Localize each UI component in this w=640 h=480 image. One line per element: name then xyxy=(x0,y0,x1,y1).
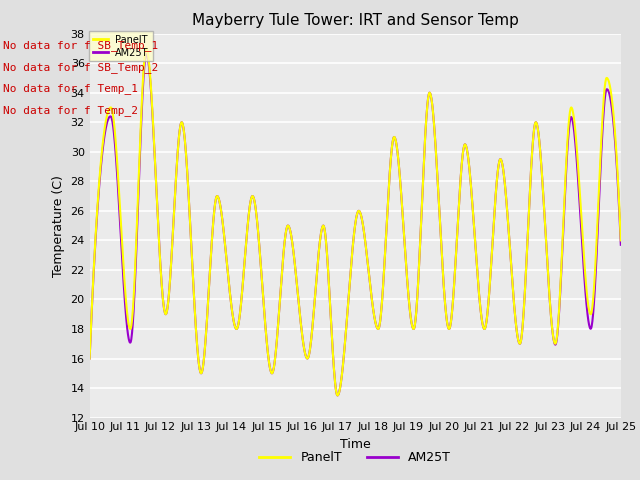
Line: PanelT: PanelT xyxy=(90,48,621,396)
PanelT xyxy=(617,238,625,243)
Text: No data for f SB_Temp_2: No data for f SB_Temp_2 xyxy=(3,61,159,72)
PanelT xyxy=(508,268,515,274)
PanelT xyxy=(555,317,563,323)
Title: Mayberry Tule Tower: IRT and Sensor Temp: Mayberry Tule Tower: IRT and Sensor Temp xyxy=(192,13,518,28)
PanelT xyxy=(264,347,271,353)
X-axis label: Time: Time xyxy=(340,438,371,451)
AM25T xyxy=(191,314,199,320)
AM25T xyxy=(334,393,342,398)
AM25T xyxy=(508,268,515,274)
AM25T xyxy=(204,299,212,304)
AM25T xyxy=(143,51,150,57)
PanelT xyxy=(334,393,342,398)
Text: No data for f Temp_2: No data for f Temp_2 xyxy=(3,105,138,116)
PanelT xyxy=(204,299,212,304)
AM25T xyxy=(264,347,271,353)
AM25T xyxy=(438,258,446,264)
AM25T xyxy=(617,242,625,248)
PanelT xyxy=(143,46,150,51)
PanelT xyxy=(438,258,446,264)
PanelT xyxy=(86,356,93,361)
AM25T xyxy=(86,356,93,361)
PanelT xyxy=(191,314,199,320)
Text: No data for f SB_Temp_1: No data for f SB_Temp_1 xyxy=(3,40,159,51)
Text: No data for f Temp_1: No data for f Temp_1 xyxy=(3,83,138,94)
Line: AM25T: AM25T xyxy=(90,54,621,396)
AM25T xyxy=(555,319,563,325)
Y-axis label: Temperature (C): Temperature (C) xyxy=(52,175,65,276)
Legend: PanelT, AM25T: PanelT, AM25T xyxy=(254,446,456,469)
